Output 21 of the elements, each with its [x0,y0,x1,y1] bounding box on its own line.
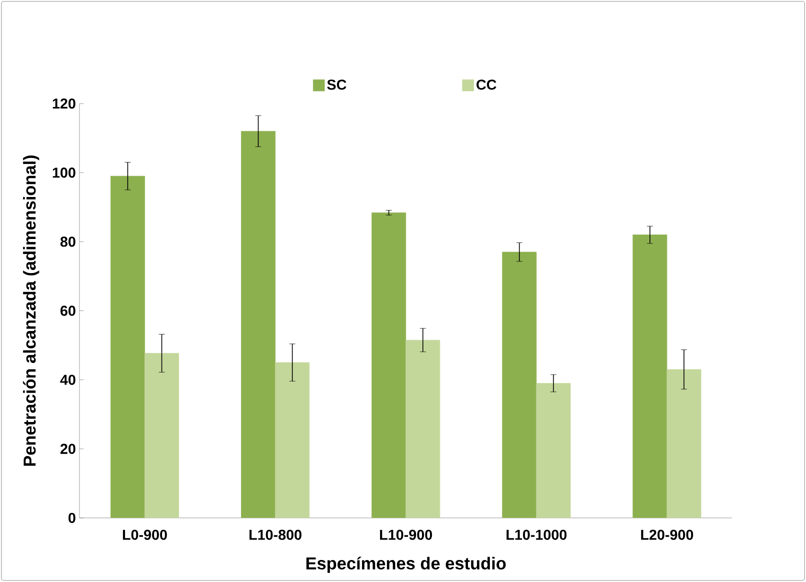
x-tick-label: L10-800 [250,530,302,540]
y-tick-label: 60 [60,306,76,316]
x-tick-label: L20-900 [641,530,694,540]
y-tick-label: 100 [52,168,76,178]
x-axis-title: Especímenes de estudio [306,556,506,574]
y-tick-label: 120 [52,98,76,109]
bar [275,362,310,518]
y-tick-label: 0 [68,512,76,524]
y-tick-label: 20 [60,444,76,454]
x-tick-label: L10-1000 [506,530,567,540]
legend-label: CC [476,80,496,90]
bar [666,369,702,518]
x-tick-label: L0-900 [122,530,167,540]
bar [144,353,179,518]
bar [536,383,571,518]
x-tick-label: L10-900 [380,530,432,540]
y-tick-label: 40 [60,374,76,386]
bar [406,340,440,518]
y-tick-label: 80 [60,236,76,247]
legend-label: SC [327,80,346,90]
y-axis-title: Penetración alcanzada (adimensional) [22,156,40,466]
